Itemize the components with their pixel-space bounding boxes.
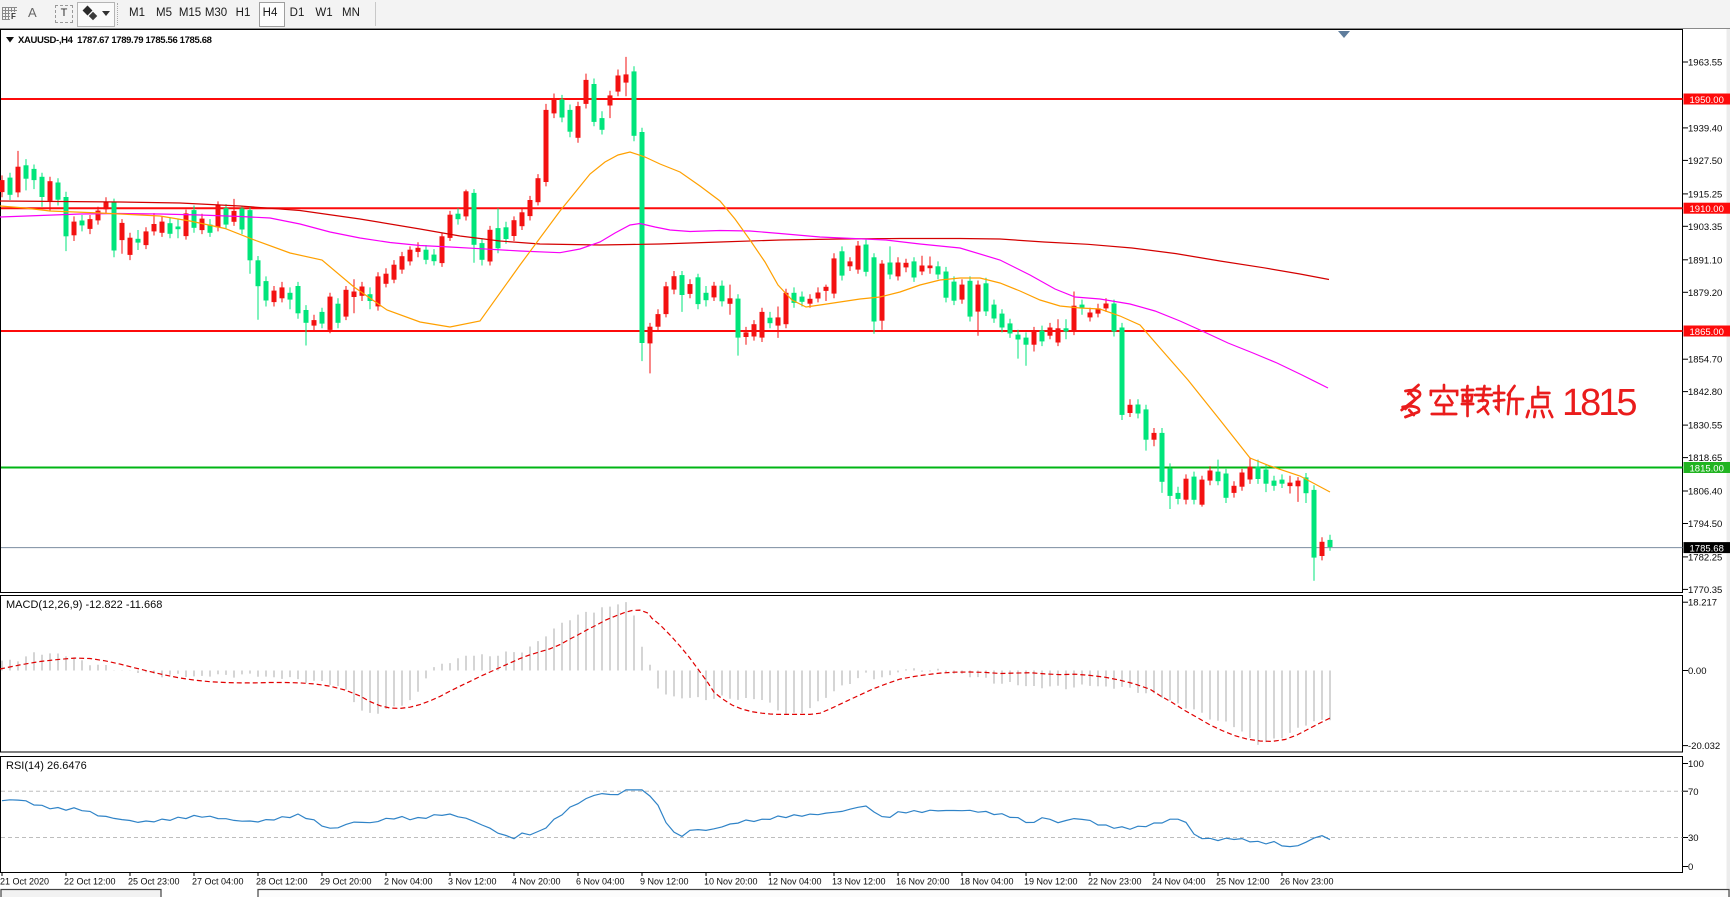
svg-text:26 Nov 23:00: 26 Nov 23:00 (1280, 877, 1334, 887)
svg-text:13 Nov 12:00: 13 Nov 12:00 (832, 877, 886, 887)
svg-text:1950.00: 1950.00 (1690, 95, 1724, 106)
svg-text:18.217: 18.217 (1688, 598, 1717, 609)
svg-text:6 Nov 04:00: 6 Nov 04:00 (576, 877, 625, 887)
svg-text:1794.50: 1794.50 (1688, 519, 1722, 530)
svg-text:1963.55: 1963.55 (1688, 58, 1722, 69)
svg-text:22 Oct 12:00: 22 Oct 12:00 (64, 877, 116, 887)
svg-text:12 Nov 04:00: 12 Nov 04:00 (768, 877, 822, 887)
svg-text:1910.00: 1910.00 (1690, 204, 1724, 215)
svg-text:19 Nov 12:00: 19 Nov 12:00 (1024, 877, 1078, 887)
svg-text:1815.00: 1815.00 (1690, 464, 1724, 475)
svg-text:25 Oct 23:00: 25 Oct 23:00 (128, 877, 180, 887)
svg-text:1903.35: 1903.35 (1688, 222, 1722, 233)
svg-text:1854.70: 1854.70 (1688, 355, 1722, 366)
svg-text:1939.40: 1939.40 (1688, 123, 1722, 134)
svg-text:1782.25: 1782.25 (1688, 552, 1722, 563)
svg-text:1879.20: 1879.20 (1688, 288, 1722, 299)
svg-text:MACD(12,26,9) -12.822 -11.668: MACD(12,26,9) -12.822 -11.668 (6, 599, 162, 611)
svg-text:3 Nov 12:00: 3 Nov 12:00 (448, 877, 497, 887)
svg-text:27 Oct 04:00: 27 Oct 04:00 (192, 877, 244, 887)
svg-text:0.00: 0.00 (1688, 666, 1707, 677)
svg-text:1785.68: 1785.68 (1690, 544, 1724, 555)
svg-text:1830.55: 1830.55 (1688, 421, 1722, 432)
svg-text:25 Nov 12:00: 25 Nov 12:00 (1216, 877, 1270, 887)
svg-text:XAUUSD-,H4 1787.67 1789.79 17: XAUUSD-,H4 1787.67 1789.79 1785.56 1785.… (18, 35, 212, 46)
svg-text:1770.35: 1770.35 (1688, 585, 1722, 596)
svg-text:0: 0 (1688, 862, 1693, 873)
svg-text:30: 30 (1688, 833, 1699, 844)
svg-text:1806.40: 1806.40 (1688, 487, 1722, 498)
svg-text:9 Nov 12:00: 9 Nov 12:00 (640, 877, 689, 887)
svg-text:24 Nov 04:00: 24 Nov 04:00 (1152, 877, 1206, 887)
svg-text:1815: 1815 (1562, 382, 1636, 424)
svg-text:10 Nov 20:00: 10 Nov 20:00 (704, 877, 758, 887)
svg-text:1842.80: 1842.80 (1688, 387, 1722, 398)
svg-text:1865.00: 1865.00 (1690, 327, 1724, 338)
svg-text:16 Nov 20:00: 16 Nov 20:00 (896, 877, 950, 887)
svg-text:1927.50: 1927.50 (1688, 156, 1722, 167)
svg-text:100: 100 (1688, 759, 1704, 770)
svg-text:1818.65: 1818.65 (1688, 453, 1722, 464)
svg-text:4 Nov 20:00: 4 Nov 20:00 (512, 877, 561, 887)
svg-text:28 Oct 12:00: 28 Oct 12:00 (256, 877, 308, 887)
svg-text:1891.10: 1891.10 (1688, 255, 1722, 266)
svg-text:22 Nov 23:00: 22 Nov 23:00 (1088, 877, 1142, 887)
svg-text:-20.032: -20.032 (1688, 741, 1720, 752)
svg-text:29 Oct 20:00: 29 Oct 20:00 (320, 877, 372, 887)
svg-text:18 Nov 04:00: 18 Nov 04:00 (960, 877, 1014, 887)
svg-text:RSI(14) 26.6476: RSI(14) 26.6476 (6, 760, 87, 772)
svg-text:70: 70 (1688, 787, 1699, 798)
svg-text:2 Nov 04:00: 2 Nov 04:00 (384, 877, 433, 887)
svg-text:1915.25: 1915.25 (1688, 189, 1722, 200)
svg-text:21 Oct 2020: 21 Oct 2020 (0, 877, 49, 887)
